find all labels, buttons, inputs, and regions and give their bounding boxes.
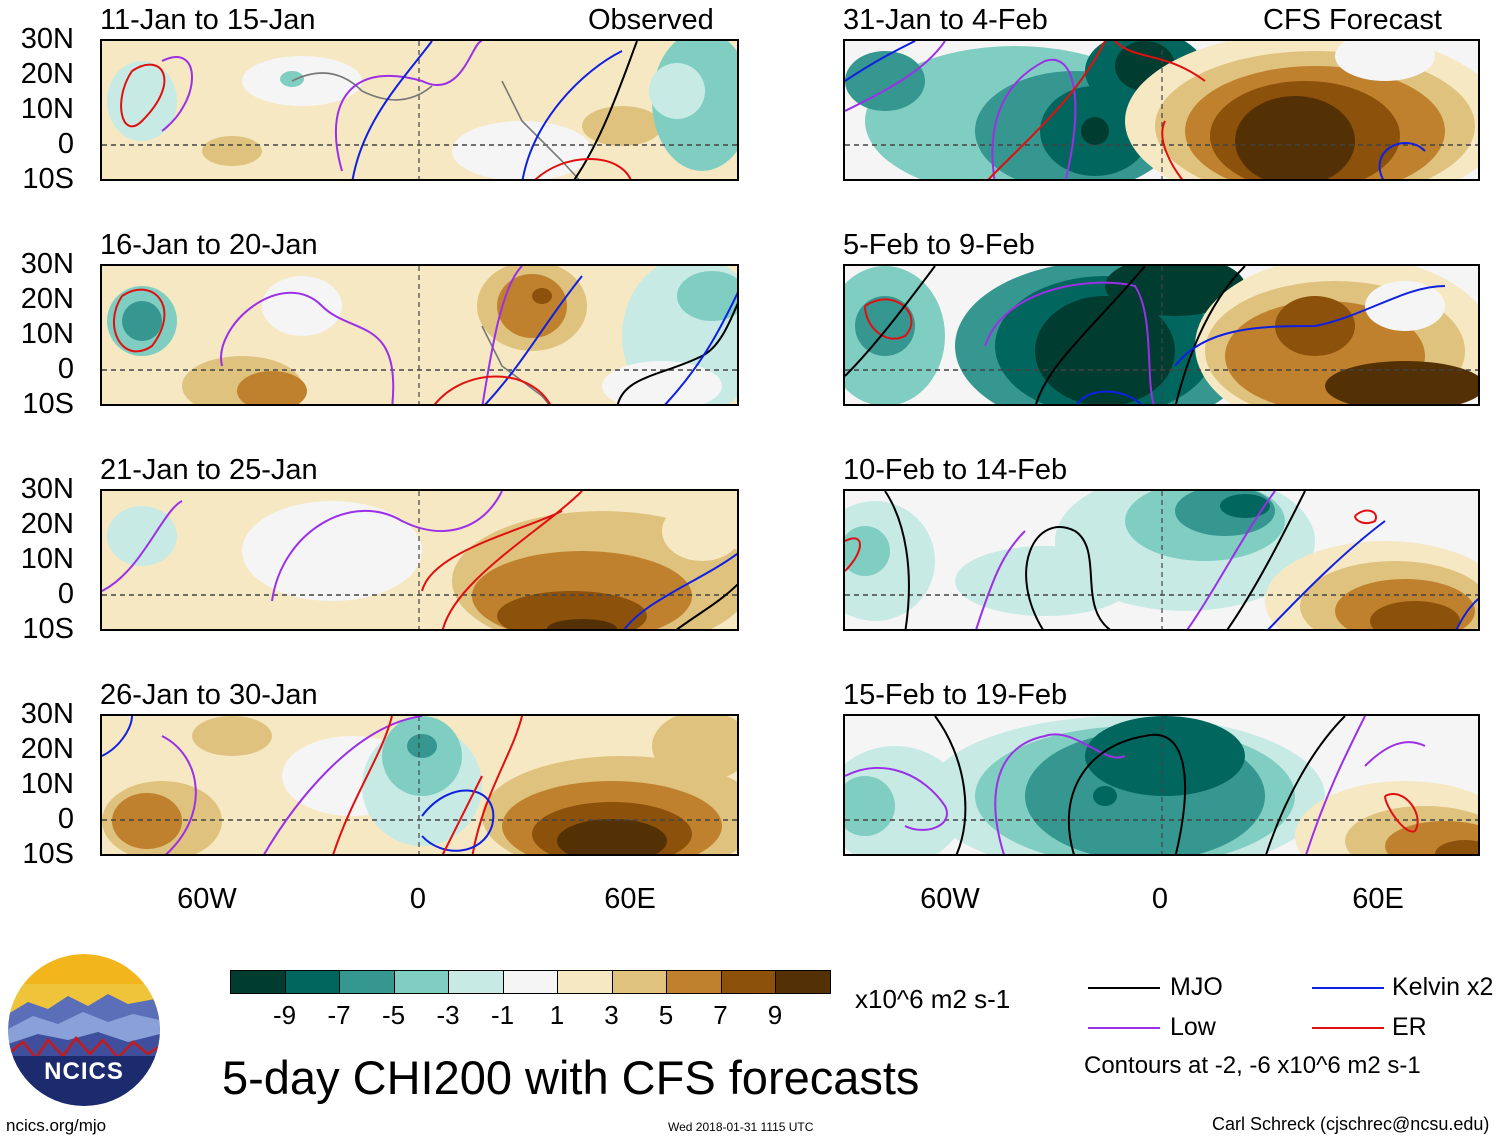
panel-title-right-2: 5-Feb to 9-Feb (843, 229, 1035, 261)
colorbar-tick-label: -3 (436, 1000, 460, 1030)
lat-label: 20N (20, 733, 74, 765)
map-panel-forecast-3 (843, 489, 1480, 631)
lat-label: 10S (22, 163, 74, 195)
legend-low-line (1088, 1027, 1160, 1029)
colorbar-swatch (557, 970, 613, 994)
panel-title-right-4: 15-Feb to 19-Feb (843, 679, 1068, 711)
lat-label: 0 (57, 803, 74, 835)
map-panel-forecast-1 (843, 39, 1480, 181)
colorbar-swatch (393, 970, 449, 994)
colorbar-tick-label: 9 (767, 1000, 783, 1030)
panel-title-left-3: 21-Jan to 25-Jan (100, 454, 318, 486)
legend-low-label: Low (1170, 1013, 1216, 1041)
logo-text: NCICS (44, 1058, 124, 1085)
forecast-label: CFS Forecast (1263, 4, 1442, 36)
lat-label: 10N (20, 93, 74, 125)
colorbar-tick-label: -1 (490, 1000, 515, 1030)
panel-title-left-4: 26-Jan to 30-Jan (100, 679, 318, 711)
colorbar-swatch (339, 970, 395, 994)
lat-label: 10S (22, 613, 74, 645)
lat-label: 10S (22, 388, 74, 420)
legend-mjo-label: MJO (1170, 973, 1223, 1001)
lon-label: 60W (177, 883, 237, 915)
colorbar-tick-label: -5 (381, 1000, 406, 1030)
map-panel-forecast-4 (843, 714, 1480, 856)
legend-er-line (1312, 1027, 1384, 1029)
lat-label: 10N (20, 768, 74, 800)
map-panel-observed-1 (100, 39, 739, 181)
lon-label: 60W (920, 883, 980, 915)
legend-mjo-line (1088, 987, 1160, 989)
colorbar-swatch (611, 970, 667, 994)
lat-label: 30N (20, 698, 74, 730)
legend-kelvin-line (1312, 987, 1384, 989)
colorbar-swatch (775, 970, 831, 994)
panel-title-right-1: 31-Jan to 4-Feb (843, 4, 1048, 36)
colorbar-swatch (720, 970, 776, 994)
lat-label: 10N (20, 543, 74, 575)
lon-label: 60E (604, 883, 656, 915)
colorbar-tick-label: 3 (604, 1000, 619, 1030)
map-panel-observed-2 (100, 264, 739, 406)
lat-label: 20N (20, 283, 74, 315)
map-panel-observed-3 (100, 489, 739, 631)
observed-label: Observed (588, 4, 714, 36)
lon-label: 60E (1352, 883, 1404, 915)
lat-label: 10S (22, 838, 74, 870)
panel-title-left-1: 11-Jan to 15-Jan (100, 4, 316, 36)
map-panel-observed-4 (100, 714, 739, 856)
panel-title-right-3: 10-Feb to 14-Feb (843, 454, 1068, 486)
legend-er-label: ER (1392, 1013, 1427, 1041)
colorbar-swatch (502, 970, 558, 994)
colorbar-swatch (666, 970, 722, 994)
lat-label: 0 (57, 128, 74, 160)
lon-label: 0 (409, 883, 427, 915)
colorbar-tick-label: 1 (549, 1000, 565, 1030)
lat-label: 10N (20, 318, 74, 350)
ncics-logo: NCICS (8, 954, 160, 1106)
lat-label: 0 (57, 578, 74, 610)
colorbar-tick-label: -9 (272, 1000, 297, 1030)
colorbar-swatch (448, 970, 504, 994)
figure-title: 5-day CHI200 with CFS forecasts (222, 1051, 920, 1104)
colorbar-tick-label: 7 (713, 1000, 728, 1030)
lat-label: 20N (20, 508, 74, 540)
colorbar-swatch (284, 970, 340, 994)
author-credit: Carl Schreck (cjschrec@ncsu.edu) (1212, 1114, 1490, 1134)
lat-label: 30N (20, 473, 74, 505)
lon-label: 0 (1151, 883, 1169, 915)
colorbar-tick-label: -7 (327, 1000, 351, 1030)
lat-label: 0 (57, 353, 74, 385)
colorbar-tick-label: 5 (658, 1000, 674, 1030)
site-link[interactable]: ncics.org/mjo (6, 1116, 107, 1135)
legend-kelvin-label: Kelvin x2 (1392, 973, 1494, 1001)
colorbar-units: x10^6 m2 s-1 (855, 984, 1011, 1014)
map-panel-forecast-2 (843, 264, 1480, 406)
colorbar-swatch (230, 970, 286, 994)
lat-label: 30N (20, 23, 74, 55)
contours-note: Contours at -2, -6 x10^6 m2 s-1 (1084, 1052, 1421, 1079)
panel-title-left-2: 16-Jan to 20-Jan (100, 229, 318, 261)
timestamp: Wed 2018-01-31 1115 UTC (668, 1120, 814, 1134)
lat-label: 20N (20, 58, 74, 90)
lat-label: 30N (20, 248, 74, 280)
